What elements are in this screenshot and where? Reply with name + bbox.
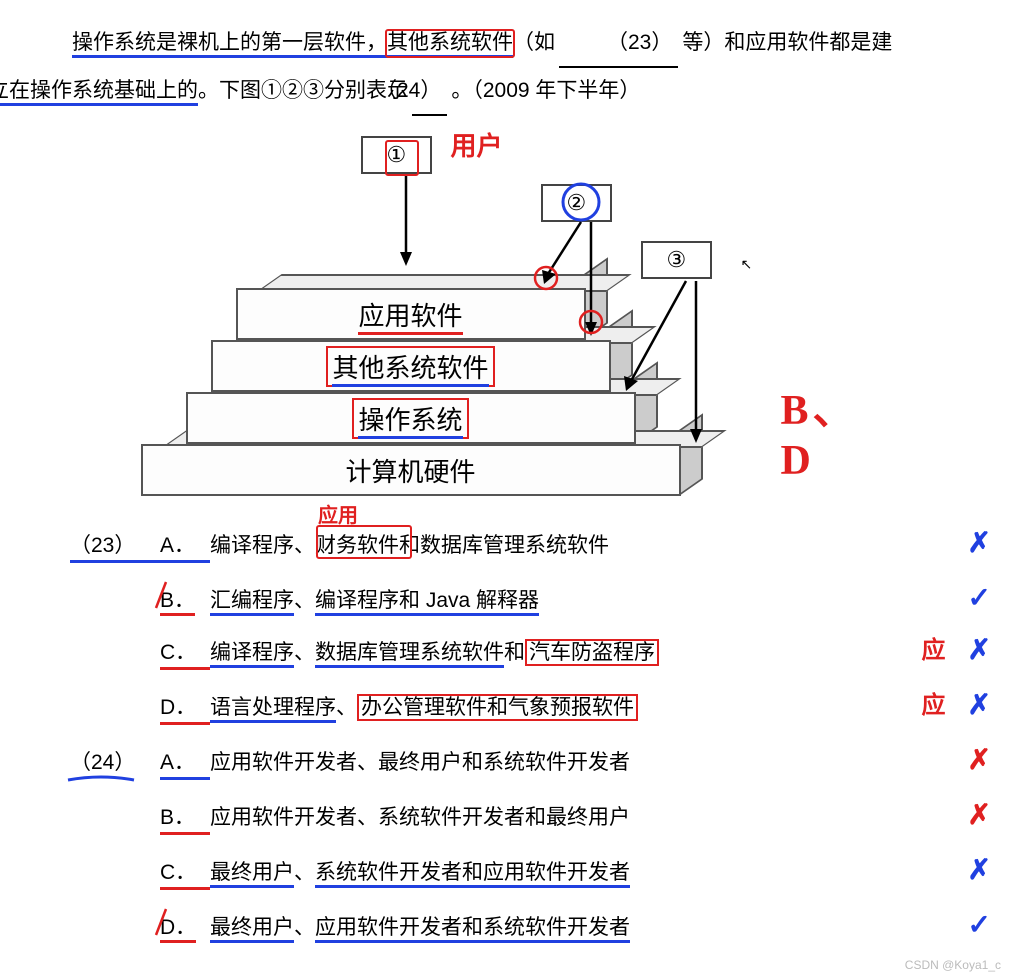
anno-user: 用户 bbox=[451, 126, 503, 163]
anno-bd: B、D bbox=[781, 376, 881, 485]
layer3-label: 操作系统 bbox=[358, 405, 462, 439]
question-stem: 操作系统是裸机上的第一层软件，其他系统软件（如（23）等）和应用软件都是建 立在… bbox=[30, 20, 991, 116]
options-q24: （24） A． 应用软件开发者、最终用户和系统软件开发者 ✗ B． 应用软件开发… bbox=[70, 743, 991, 942]
q23-b-mark: ✓ bbox=[968, 581, 991, 615]
q24-b-text: 应用软件开发者、系统软件开发者和最终用户 bbox=[210, 801, 948, 831]
layer-diagram: 应用软件 其他系统软件 操作系统 计算机硬件 ① ② ③ bbox=[141, 126, 881, 506]
q23-d-letter: D． bbox=[160, 691, 210, 725]
q23-a-letter: A． bbox=[160, 529, 210, 563]
layer2-label: 其他系统软件 bbox=[332, 353, 488, 387]
q24-a-mark: ✗ bbox=[968, 743, 991, 777]
q-line2a: 立在操作系统基础上的 bbox=[0, 79, 198, 106]
layer4-label: 计算机硬件 bbox=[141, 444, 681, 496]
q24-d-letter: D． bbox=[160, 911, 210, 941]
q-part2: （如 bbox=[513, 31, 555, 54]
q23-c-mark: ✗ bbox=[968, 633, 991, 667]
options-q23: （23） A． 编译程序、财务软件和数据库管理系统软件 应用 ✗ B． 汇编程序… bbox=[70, 526, 991, 725]
layer1-label: 应用软件 bbox=[358, 301, 462, 335]
q24-num: （24） bbox=[70, 746, 160, 776]
q24-b-letter: B． bbox=[160, 801, 210, 835]
q23-num: （23） bbox=[70, 529, 160, 563]
q24-c-mark: ✗ bbox=[968, 853, 991, 887]
q24-d-text: 最终用户、应用软件开发者和系统软件开发者 bbox=[210, 911, 948, 941]
num-box-2: ② bbox=[541, 184, 613, 222]
q-line2c: 。（2009 年下半年） bbox=[451, 79, 640, 102]
q23-d-text: 语言处理程序、办公管理软件和气象预报软件 应 bbox=[210, 691, 908, 721]
q23-b-letter: B． bbox=[160, 584, 210, 614]
q23-c-text: 编译程序、数据库管理系统软件和汽车防盗程序 应 bbox=[210, 636, 908, 666]
q-box: 其他系统软件 bbox=[387, 31, 513, 58]
q24-d-mark: ✓ bbox=[968, 908, 991, 942]
blank-23: （23） bbox=[559, 20, 678, 68]
q23-c-letter: C． bbox=[160, 636, 210, 670]
q24-c-letter: C． bbox=[160, 856, 210, 890]
q24-b-mark: ✗ bbox=[968, 798, 991, 832]
num-box-1: ① bbox=[361, 136, 433, 174]
q23-b-text: 汇编程序、编译程序和 Java 解释器 bbox=[210, 584, 948, 614]
q23-a-text: 编译程序、财务软件和数据库管理系统软件 应用 bbox=[210, 529, 948, 559]
blank-24: （24） bbox=[412, 68, 447, 116]
num-box-3: ③ bbox=[641, 241, 713, 279]
cursor-icon: ↖ bbox=[741, 256, 753, 273]
q24-c-text: 最终用户、系统软件开发者和应用软件开发者 bbox=[210, 856, 948, 886]
watermark: CSDN @Koya1_c bbox=[905, 958, 1001, 972]
q23-d-mark: ✗ bbox=[968, 688, 991, 722]
q-part1: 操作系统是裸机上的第一层软件， bbox=[72, 31, 387, 58]
q23-a-mark: ✗ bbox=[968, 526, 991, 560]
q-part3: 等）和应用软件都是建 bbox=[682, 31, 892, 54]
q24-a-letter: A． bbox=[160, 746, 210, 780]
q24-a-text: 应用软件开发者、最终用户和系统软件开发者 bbox=[210, 746, 948, 776]
